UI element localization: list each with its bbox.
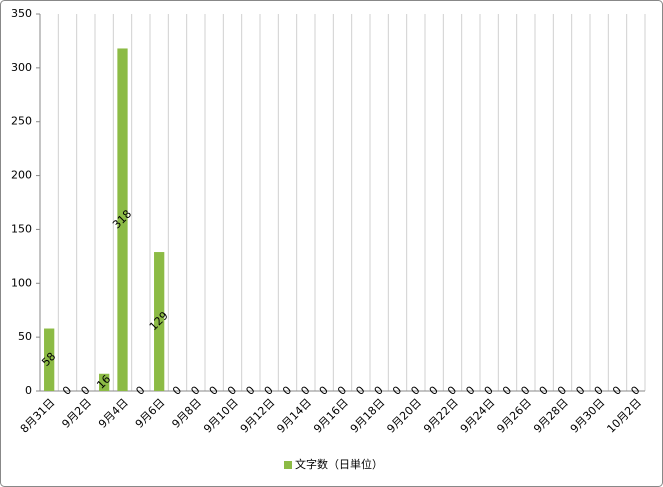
y-tick-label: 200 [11, 169, 32, 182]
bar [154, 252, 165, 391]
y-tick-label: 300 [11, 61, 32, 74]
y-tick-label: 0 [25, 384, 32, 397]
bar [99, 373, 110, 391]
y-tick-label: 50 [18, 330, 32, 343]
y-tick-label: 150 [11, 222, 32, 235]
y-tick-label: 250 [11, 115, 32, 128]
bar [117, 48, 128, 392]
y-tick-label: 100 [11, 276, 32, 289]
legend-swatch [284, 461, 292, 469]
legend-label: 文字数（日単位） [295, 457, 383, 471]
bar [44, 328, 55, 391]
y-tick-label: 350 [11, 7, 32, 20]
